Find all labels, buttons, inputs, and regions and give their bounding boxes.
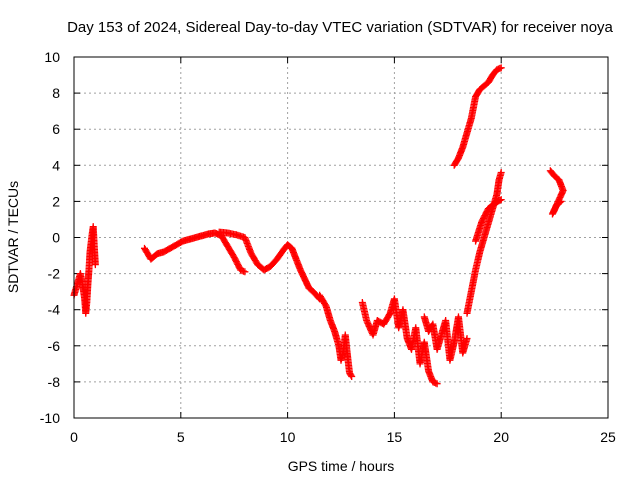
data-point [557, 197, 565, 205]
data-point [497, 196, 505, 204]
x-tick-label: 25 [600, 429, 616, 445]
data-point [497, 169, 505, 177]
x-tick-label: 10 [280, 429, 296, 445]
y-tick-label: 6 [52, 121, 60, 137]
y-tick-label: -2 [48, 266, 61, 282]
x-tick-label: 5 [177, 429, 185, 445]
grid [74, 57, 608, 418]
y-tick-label: 0 [52, 230, 60, 246]
data-point [348, 372, 356, 380]
y-tick-label: 10 [44, 49, 60, 65]
y-tick-label: -4 [48, 302, 61, 318]
x-tick-label: 20 [493, 429, 509, 445]
x-tick-label: 0 [70, 429, 78, 445]
x-tick-label: 15 [387, 429, 403, 445]
data-point [497, 64, 505, 72]
data-point [347, 371, 355, 379]
data-point [556, 198, 564, 206]
y-tick-label: 8 [52, 85, 60, 101]
data-point [433, 380, 441, 388]
chart-title: Day 153 of 2024, Sidereal Day-to-day VTE… [67, 19, 613, 36]
y-tick-label: 2 [52, 193, 60, 209]
y-tick-label: -6 [48, 338, 61, 354]
data-points [70, 64, 567, 388]
y-axis-label: SDTVAR / TECUs [5, 181, 21, 293]
y-tick-label: -10 [40, 410, 60, 426]
data-point [463, 335, 471, 343]
data-point [496, 196, 504, 204]
data-point [91, 261, 99, 269]
y-tick-label: -8 [48, 374, 61, 390]
y-tick-label: 4 [52, 157, 60, 173]
data-point [241, 268, 249, 276]
x-axis-label: GPS time / hours [288, 458, 395, 474]
axis-ticks: 0 5 10 15 20 25 -10 -8 -6 -4 -2 0 2 4 6 8 10 [40, 49, 616, 445]
plot-frame [73, 56, 609, 419]
